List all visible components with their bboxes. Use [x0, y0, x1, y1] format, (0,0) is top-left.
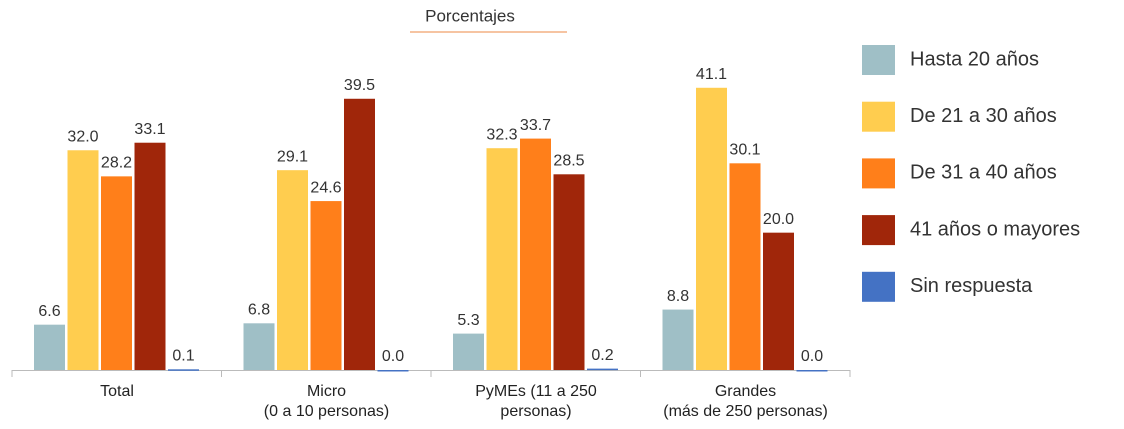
legend-swatch [862, 271, 895, 302]
legend-swatch [862, 45, 895, 75]
x-tick-label: Total [100, 383, 134, 400]
x-tick-label: Grandes (más de 250 personas) [663, 383, 828, 420]
data-label: 39.5 [344, 77, 375, 94]
x-tick-label: PyMEs (11 a 250 personas) [475, 383, 597, 420]
data-label: 0.0 [801, 348, 823, 365]
data-label: 6.8 [248, 302, 270, 319]
data-label: 28.2 [101, 155, 132, 172]
data-label: 5.3 [457, 312, 479, 329]
bar [696, 87, 727, 370]
legend-label: Sin respuesta [910, 275, 1033, 297]
legend-swatch [862, 158, 895, 189]
bar [662, 309, 694, 370]
bar [243, 323, 275, 370]
data-label: 0.2 [591, 347, 613, 364]
chart-title: Porcentajes [425, 6, 515, 25]
data-label: 33.7 [520, 117, 551, 134]
data-label: 0.0 [382, 348, 404, 365]
data-label: 24.6 [310, 179, 341, 196]
data-label: 32.0 [67, 128, 98, 145]
bar [486, 148, 518, 370]
legend-label: Hasta 20 años [910, 48, 1039, 70]
bar [763, 232, 794, 370]
data-label: 29.1 [277, 148, 308, 165]
legend-label: De 31 a 40 años [910, 162, 1057, 184]
bar [134, 142, 166, 370]
bar [729, 163, 761, 370]
x-tick-label: Micro (0 a 10 personas) [263, 383, 390, 420]
data-label: 30.1 [729, 142, 760, 159]
bar [101, 176, 132, 370]
bar [344, 98, 375, 371]
data-label: 0.1 [172, 348, 194, 365]
bar [67, 150, 99, 370]
bar [796, 370, 828, 372]
bar [453, 333, 484, 370]
bar [34, 324, 65, 370]
bar [377, 370, 409, 372]
legend-swatch [862, 101, 895, 132]
data-label: 33.1 [134, 121, 165, 138]
data-label: 28.5 [553, 153, 584, 170]
legend-label: De 21 a 30 años [910, 105, 1057, 127]
data-label: 20.0 [763, 211, 794, 228]
data-label: 41.1 [696, 66, 727, 83]
bar [553, 174, 585, 370]
bar [168, 369, 199, 371]
bar [520, 138, 551, 370]
bar [310, 201, 342, 370]
data-label: 32.3 [486, 126, 517, 143]
legend-label: 41 años o mayores [910, 218, 1080, 240]
bar [587, 368, 618, 371]
bar [277, 170, 308, 370]
data-label: 8.8 [667, 288, 689, 305]
legend-swatch [862, 215, 895, 246]
data-label: 6.6 [38, 303, 60, 320]
